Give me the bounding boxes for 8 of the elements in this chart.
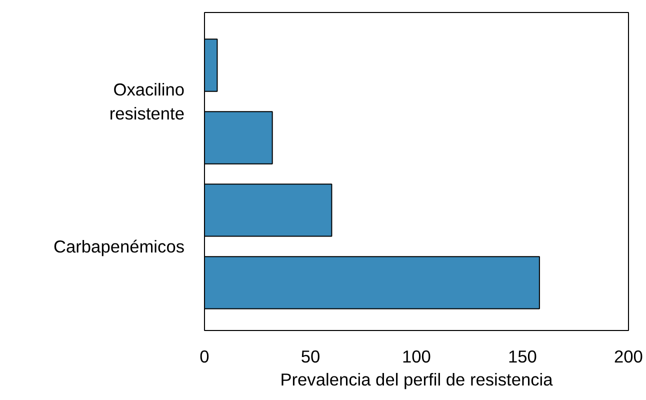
- x-tick-label: 200: [614, 346, 643, 366]
- y-tick-label: Oxacilino resistente: [109, 79, 185, 124]
- x-tick-label: 100: [402, 346, 431, 366]
- x-tick-label: 150: [508, 346, 537, 366]
- x-axis-title: Prevalencia del perfil de resistencia: [280, 370, 554, 390]
- x-tick-label: 50: [300, 346, 320, 366]
- y-tick-label: Carbapenémicos: [54, 236, 185, 256]
- x-tick-label: 0: [200, 346, 210, 366]
